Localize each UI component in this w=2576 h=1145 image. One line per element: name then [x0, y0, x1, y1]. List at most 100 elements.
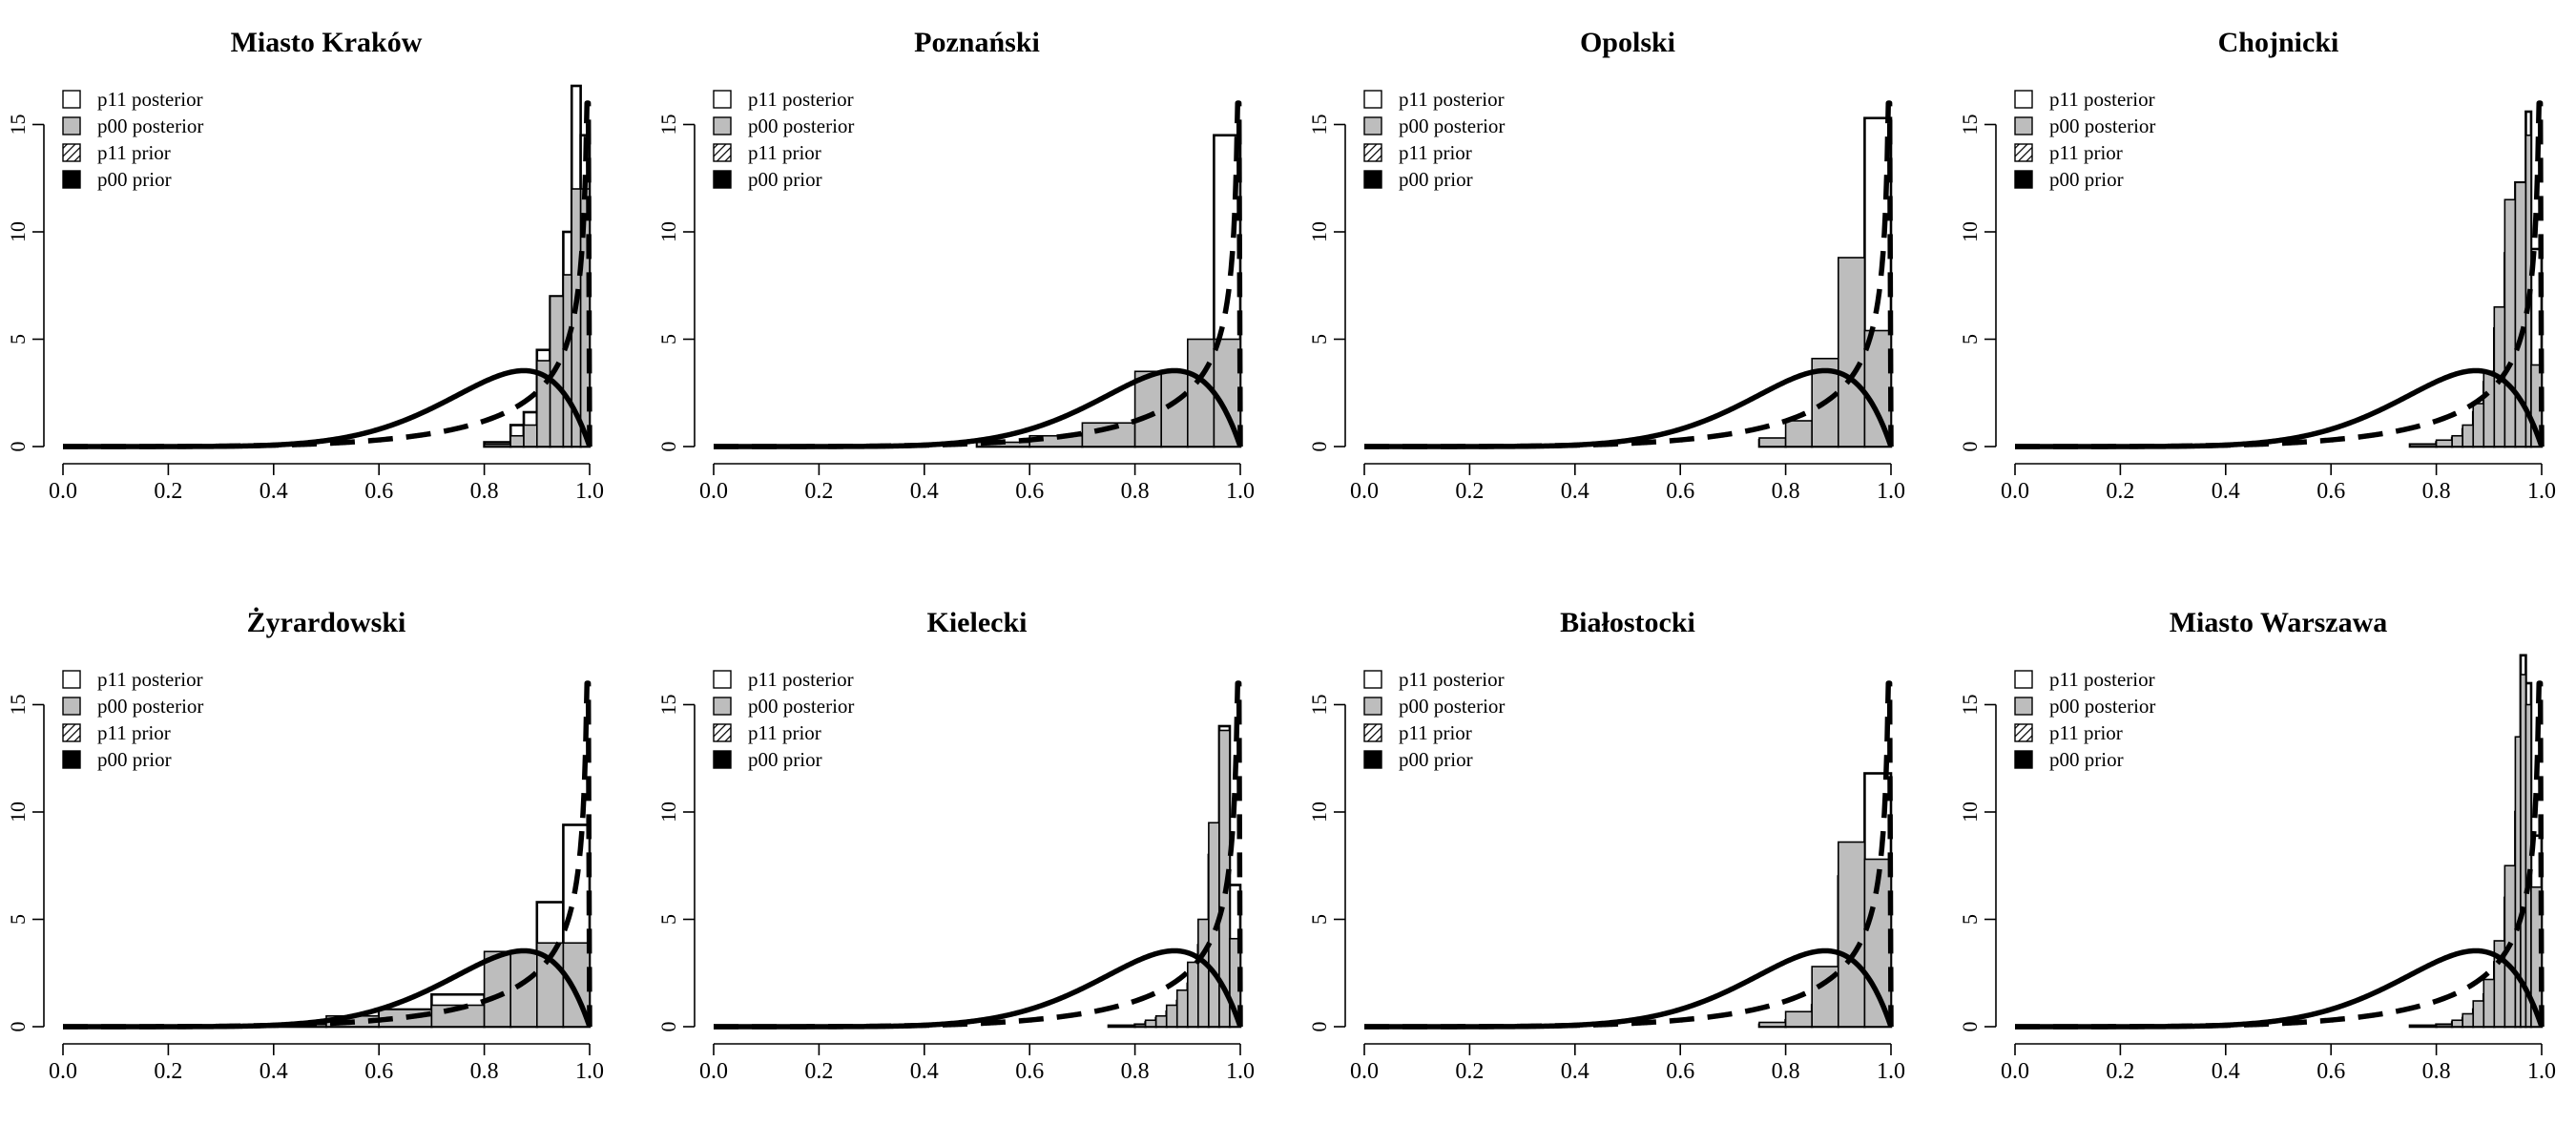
legend-label: p00 prior [748, 168, 822, 191]
series-p00-posterior [483, 188, 591, 448]
legend-label: p11 posterior [748, 668, 854, 691]
legend-swatch [713, 116, 732, 135]
legend-swatch [2014, 697, 2033, 716]
legend-swatch [1363, 116, 1382, 135]
histogram-bar [1186, 961, 1199, 1028]
x-tick-label: 0.4 [260, 479, 288, 504]
density-p00-prior [2013, 367, 2545, 449]
x-tick-label: 1.0 [2527, 479, 2556, 504]
y-tick-label: 15 [1958, 114, 1982, 135]
y-tick-label: 0 [656, 1022, 680, 1032]
legend: p11 posterior p00 posterior p11 prior p00 p… [62, 668, 203, 771]
y-tick-label: 10 [656, 221, 680, 242]
legend-label: p00 posterior [748, 114, 854, 137]
legend-item: p11 posterior [2014, 668, 2155, 691]
histogram-bar [509, 950, 538, 1028]
x-tick-label: 1.0 [1877, 479, 1905, 504]
legend-item: p11 posterior [1363, 668, 1505, 691]
x-tick-label: 0.4 [2212, 479, 2240, 504]
density-p00-prior [712, 367, 1243, 449]
x-tick-label: 0.6 [1015, 479, 1044, 504]
legend-label: p00 prior [2049, 748, 2124, 771]
y-axis: 0 5 10 15 [656, 114, 696, 452]
x-tick-label: 0.2 [1455, 479, 1484, 504]
x-tick-label: 1.0 [1877, 1059, 1905, 1084]
y-tick-label: 15 [6, 114, 30, 135]
y-tick-label: 5 [1307, 334, 1331, 344]
legend-swatch [62, 697, 81, 716]
x-tick-label: 0.4 [1561, 479, 1589, 504]
legend-swatch [2014, 723, 2033, 742]
y-axis: 0 5 10 15 [1958, 695, 1997, 1032]
y-tick-label: 0 [656, 442, 680, 452]
legend: p11 posterior p00 posterior p11 prior p00 p… [62, 88, 203, 191]
legend-swatch [1363, 750, 1382, 769]
x-tick-label: 1.0 [1226, 1059, 1255, 1084]
legend-label: p11 posterior [748, 88, 854, 111]
histogram-bar [1758, 437, 1787, 448]
x-tick-label: 0.0 [1350, 479, 1379, 504]
histogram-bar [1837, 257, 1866, 448]
legend-swatch [713, 697, 732, 716]
panel-title: Żyrardowski [247, 607, 406, 638]
legend-label: p00 prior [97, 168, 172, 191]
y-tick-label: 10 [6, 802, 30, 822]
legend-label: p11 prior [2049, 141, 2123, 164]
legend-item: p00 posterior [62, 695, 203, 718]
y-tick-label: 0 [6, 1022, 30, 1032]
legend-label: p11 prior [97, 141, 171, 164]
legend-label: p11 posterior [1399, 88, 1505, 111]
legend-item: p11 prior [62, 141, 171, 164]
legend-item: p11 prior [62, 721, 171, 744]
legend-label: p11 prior [1399, 141, 1472, 164]
legend-label: p11 prior [2049, 721, 2123, 744]
x-tick-label: 0.4 [910, 479, 939, 504]
legend-item: p11 prior [1363, 141, 1472, 164]
y-tick-label: 5 [656, 334, 680, 344]
y-tick-label: 5 [6, 914, 30, 925]
y-tick-label: 10 [6, 221, 30, 242]
legend-item: p00 posterior [1363, 114, 1505, 137]
histogram-bar [2462, 1012, 2475, 1028]
x-tick-label: 0.6 [1666, 1059, 1694, 1084]
x-tick-label: 0.8 [1121, 479, 1150, 504]
legend: p11 posterior p00 posterior p11 prior p00 p… [713, 668, 854, 771]
y-tick-label: 15 [6, 695, 30, 716]
panel-7: Białostocki 0 5 10 15 0.0 0.2 0.4 0.6 0.8 1.0 p11 p… [1307, 607, 1905, 1084]
y-tick-label: 5 [1307, 914, 1331, 925]
x-axis: 0.0 0.2 0.4 0.6 0.8 1.0 [49, 1043, 604, 1084]
legend-item: p00 prior [62, 168, 172, 191]
histogram-bar [1186, 338, 1215, 448]
x-tick-label: 0.6 [1015, 1059, 1044, 1084]
legend-item: p11 posterior [62, 668, 203, 691]
legend-swatch [62, 670, 81, 689]
y-tick-label: 10 [1958, 802, 1982, 822]
legend-item: p11 prior [1363, 721, 1472, 744]
panel-title: Kielecki [927, 607, 1028, 638]
legend-swatch [713, 170, 732, 189]
legend-item: p00 prior [2014, 748, 2124, 771]
y-tick-label: 15 [1958, 695, 1982, 716]
legend-label: p00 prior [748, 748, 822, 771]
legend: p11 posterior p00 posterior p11 prior p00 p… [2014, 668, 2155, 771]
legend-item: p11 prior [713, 141, 821, 164]
histogram-bar [1784, 420, 1814, 448]
y-tick-label: 10 [656, 802, 680, 822]
series-p00-posterior [2409, 674, 2543, 1028]
panel-6: Kielecki 0 5 10 15 0.0 0.2 0.4 0.6 0.8 1.0 p11 post… [656, 607, 1255, 1084]
y-tick-label: 0 [1958, 442, 1982, 452]
legend-label: p11 posterior [2049, 668, 2155, 691]
x-tick-label: 0.0 [699, 479, 728, 504]
histogram-bar [1197, 918, 1210, 1028]
x-axis: 0.0 0.2 0.4 0.6 0.8 1.0 [2001, 463, 2556, 504]
x-tick-label: 0.8 [2422, 479, 2451, 504]
legend-swatch [62, 170, 81, 189]
legend-item: p11 posterior [2014, 88, 2155, 111]
x-axis: 0.0 0.2 0.4 0.6 0.8 1.0 [2001, 1043, 2556, 1084]
y-tick-label: 15 [656, 695, 680, 716]
histogram-bar [1133, 370, 1163, 448]
x-tick-label: 0.6 [2316, 479, 2345, 504]
x-tick-label: 0.8 [470, 479, 499, 504]
legend-item: p00 prior [62, 748, 172, 771]
histogram-bar [1784, 1010, 1814, 1028]
